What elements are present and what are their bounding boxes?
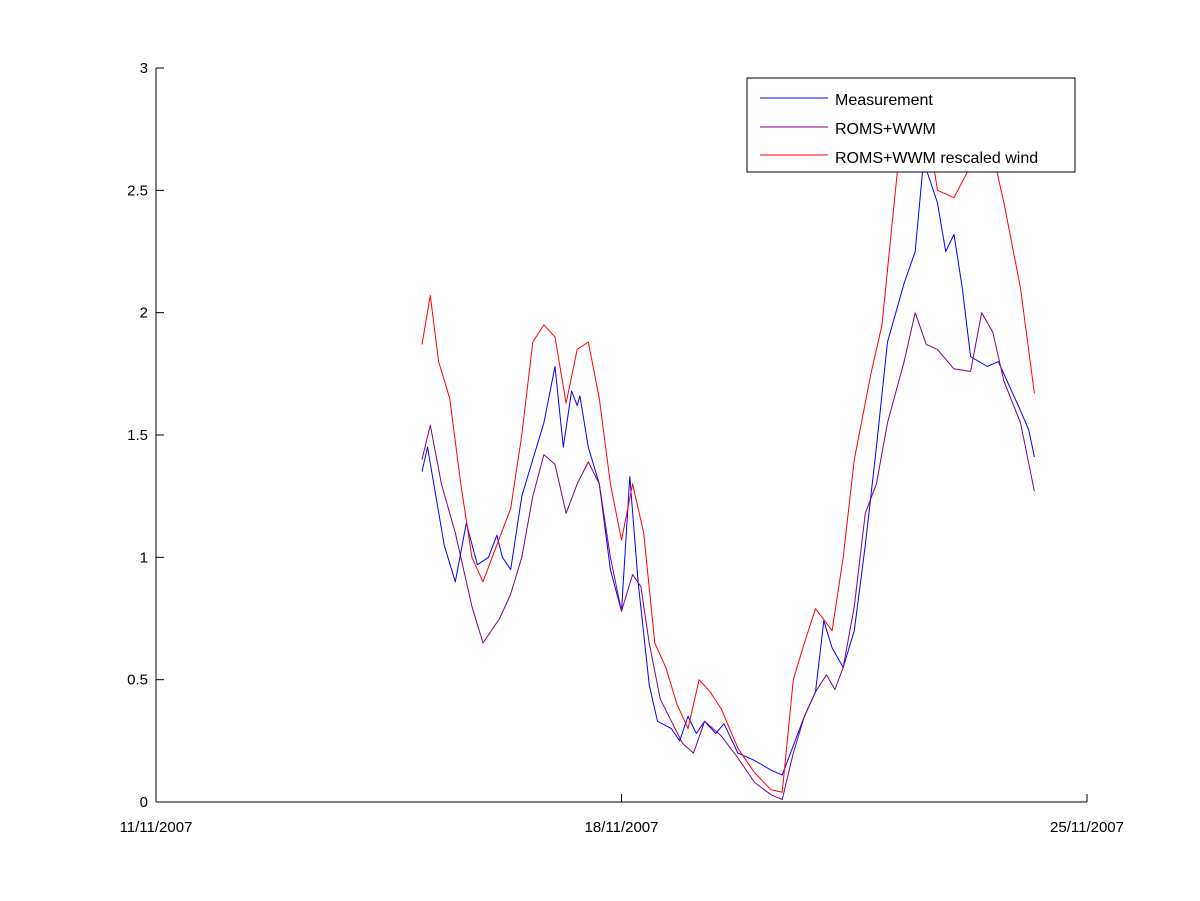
legend-label-roms-wwm: ROMS+WWM (835, 121, 936, 138)
x-tick-label: 18/11/2007 (585, 819, 659, 836)
legend-label-roms-wwm-rescaled-wind: ROMS+WWM rescaled wind (835, 150, 1038, 167)
y-tick-label: 2 (140, 305, 148, 322)
axes: 0 0.5 1 1.5 2 2.5 3 11/11/2007 18/11/2007 25/11/2… (120, 60, 1124, 836)
y-tick-label: 1 (140, 549, 148, 566)
y-tick-label: 3 (140, 60, 148, 77)
x-tick-label: 11/11/2007 (120, 819, 193, 836)
series-line-roms-wwm (421, 312, 1035, 801)
series-line-roms-wwm-rescaled-wind (421, 79, 1035, 793)
series-line-measurement (421, 160, 1035, 776)
legend-entry-roms-wwm: ROMS+WWM (760, 121, 936, 138)
y-tick-label: 1.5 (127, 427, 148, 444)
legend: Measurement ROMS+WWM ROMS+WWM rescaled w… (746, 77, 1076, 173)
legend-label-measurement: Measurement (835, 92, 933, 109)
legend-entry-measurement: Measurement (760, 92, 933, 109)
x-tick-label: 25/11/2007 (1050, 819, 1124, 836)
y-tick-label: 2.5 (127, 182, 148, 199)
y-tick-label: 0.5 (127, 672, 148, 689)
y-tick-label: 0 (140, 794, 148, 811)
legend-entry-roms-wwm-rescaled-wind: ROMS+WWM rescaled wind (760, 150, 1038, 167)
series-lines (421, 79, 1035, 801)
legend-box (746, 77, 1076, 173)
